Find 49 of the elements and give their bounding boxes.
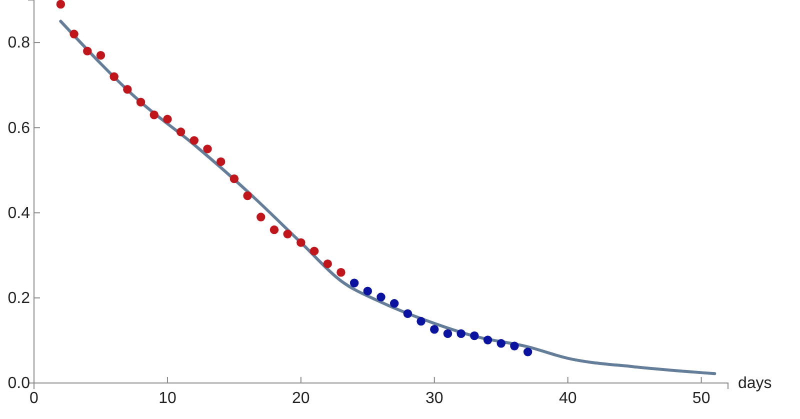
y-tick-label: 0.0	[8, 375, 30, 392]
point	[150, 110, 158, 120]
point	[443, 329, 452, 338]
line-series	[59, 20, 716, 376]
point	[483, 336, 492, 344]
x-tick-label: 0	[30, 390, 39, 407]
point	[110, 72, 118, 81]
point	[323, 259, 332, 268]
point	[310, 246, 319, 256]
point	[283, 230, 292, 238]
point	[216, 157, 226, 166]
point	[416, 316, 426, 326]
y-tick-label: 0.4	[8, 204, 30, 222]
x-tick-label: 20	[292, 390, 310, 407]
x-tick-label: 30	[425, 390, 444, 407]
point	[350, 278, 359, 288]
point	[136, 98, 146, 106]
y-tick-label: 0.8	[8, 34, 30, 52]
point	[123, 85, 132, 94]
point	[336, 268, 346, 277]
x-tick-label: 40	[558, 390, 577, 407]
point	[510, 342, 519, 350]
point	[403, 309, 412, 318]
point	[163, 114, 172, 124]
point	[390, 299, 399, 308]
point	[376, 292, 386, 302]
point	[523, 348, 532, 356]
point	[456, 329, 466, 338]
point	[256, 212, 266, 222]
point	[190, 136, 199, 145]
point	[243, 191, 252, 200]
point	[363, 286, 372, 296]
point	[203, 144, 212, 154]
point	[70, 30, 78, 38]
x-axis-title: days	[738, 375, 772, 392]
point	[230, 174, 239, 184]
point	[270, 225, 279, 234]
point	[176, 128, 186, 136]
point	[296, 238, 306, 247]
point	[470, 331, 479, 340]
y-tick-label: 0.2	[8, 290, 30, 308]
point	[96, 50, 106, 60]
x-tick-label: 10	[158, 390, 176, 407]
point	[496, 339, 506, 348]
point	[56, 0, 66, 9]
y-tick-label: 0.6	[8, 120, 30, 137]
x-tick-label: 50	[692, 390, 710, 407]
point	[430, 325, 439, 334]
point	[83, 46, 92, 56]
